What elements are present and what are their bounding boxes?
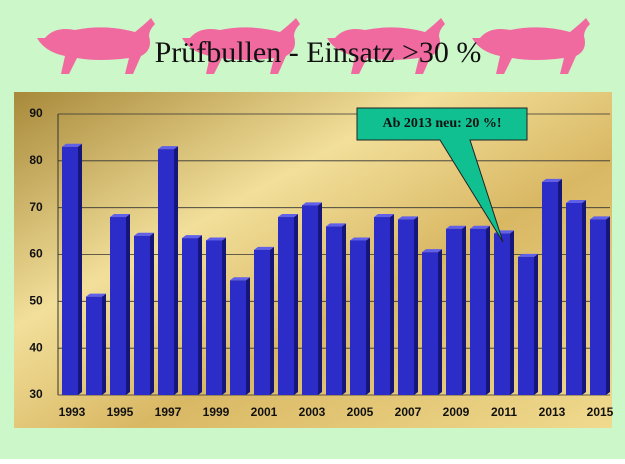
bar — [110, 217, 126, 395]
y-tick-label: 50 — [29, 294, 43, 308]
bar-side — [390, 214, 394, 395]
x-tick-label: 2003 — [299, 405, 326, 419]
bar-side — [102, 293, 106, 395]
bar-top — [278, 214, 298, 218]
x-tick-label: 2009 — [443, 405, 470, 419]
x-tick-label: 2001 — [251, 405, 278, 419]
bar-side — [534, 253, 538, 395]
bar-side — [582, 199, 586, 395]
bar-side — [342, 223, 346, 395]
x-tick-label: 2007 — [395, 405, 422, 419]
bar — [518, 256, 534, 395]
x-tick-label: 1999 — [203, 405, 230, 419]
bar-top — [422, 249, 442, 253]
bar — [494, 233, 510, 395]
x-tick-label: 1995 — [107, 405, 134, 419]
bar-side — [150, 232, 154, 395]
bar-side — [510, 230, 514, 395]
bar-top — [62, 143, 82, 147]
bar-top — [518, 253, 538, 257]
bar — [446, 228, 462, 395]
bar — [254, 249, 270, 395]
bar-side — [606, 216, 610, 395]
bar-top — [206, 237, 226, 241]
bar-top — [134, 232, 154, 236]
bar — [470, 228, 486, 395]
bar-side — [222, 237, 226, 395]
bar-top — [446, 225, 466, 229]
y-tick-label: 70 — [29, 200, 43, 214]
bar — [134, 235, 150, 395]
bar-side — [294, 214, 298, 395]
bar-side — [270, 246, 274, 395]
bar — [350, 240, 366, 395]
bar-top — [158, 146, 178, 150]
bar — [422, 252, 438, 395]
callout: Ab 2013 neu: 20 %! — [356, 107, 528, 243]
bar — [302, 205, 318, 395]
bar-side — [558, 178, 562, 395]
bar-top — [110, 214, 130, 218]
bar-side — [198, 235, 202, 395]
bar-side — [414, 216, 418, 395]
bar — [398, 219, 414, 395]
y-tick-label: 90 — [29, 106, 43, 120]
y-tick-label: 30 — [29, 387, 43, 401]
bar — [374, 217, 390, 395]
y-tick-label: 80 — [29, 153, 43, 167]
bar — [542, 181, 558, 395]
bar-top — [470, 225, 490, 229]
bull-decorations — [37, 18, 590, 74]
bar-side — [126, 214, 130, 395]
x-tick-label: 2013 — [539, 405, 566, 419]
x-tick-label: 2011 — [491, 405, 517, 419]
annotation: Ab 2013 neu: 20 %! — [382, 116, 501, 131]
bar — [158, 149, 174, 395]
bar — [590, 219, 606, 395]
bar-top — [398, 216, 418, 220]
bar-top — [254, 246, 274, 250]
bar-side — [366, 237, 370, 395]
bar — [230, 280, 246, 395]
bar — [326, 226, 342, 395]
bar — [206, 240, 222, 395]
bar-side — [174, 146, 178, 395]
bar-top — [374, 214, 394, 218]
bar-side — [78, 143, 82, 395]
y-tick-label: 60 — [29, 247, 43, 261]
bar-top — [230, 277, 250, 281]
bar-top — [86, 293, 106, 297]
bar-top — [182, 235, 202, 239]
bar — [86, 296, 102, 395]
bar-top — [350, 237, 370, 241]
bar-top — [590, 216, 610, 220]
bar-top — [302, 202, 322, 206]
bar-side — [318, 202, 322, 395]
bar — [278, 217, 294, 395]
bar-top — [542, 178, 562, 182]
bar-top — [326, 223, 346, 227]
x-tick-label: 1993 — [59, 405, 86, 419]
bar — [182, 238, 198, 395]
bar — [62, 146, 78, 395]
x-tick-label: 2015 — [587, 405, 614, 419]
x-tick-label: 2005 — [347, 405, 374, 419]
x-tick-label: 1997 — [155, 405, 182, 419]
bar-side — [438, 249, 442, 395]
bar-side — [246, 277, 250, 395]
bar-side — [462, 225, 466, 395]
bar — [566, 202, 582, 395]
bar-top — [566, 199, 586, 203]
chart-title: Prüfbullen - Einsatz >30 % — [155, 36, 482, 69]
bar-side — [486, 225, 490, 395]
y-tick-label: 40 — [29, 340, 43, 354]
